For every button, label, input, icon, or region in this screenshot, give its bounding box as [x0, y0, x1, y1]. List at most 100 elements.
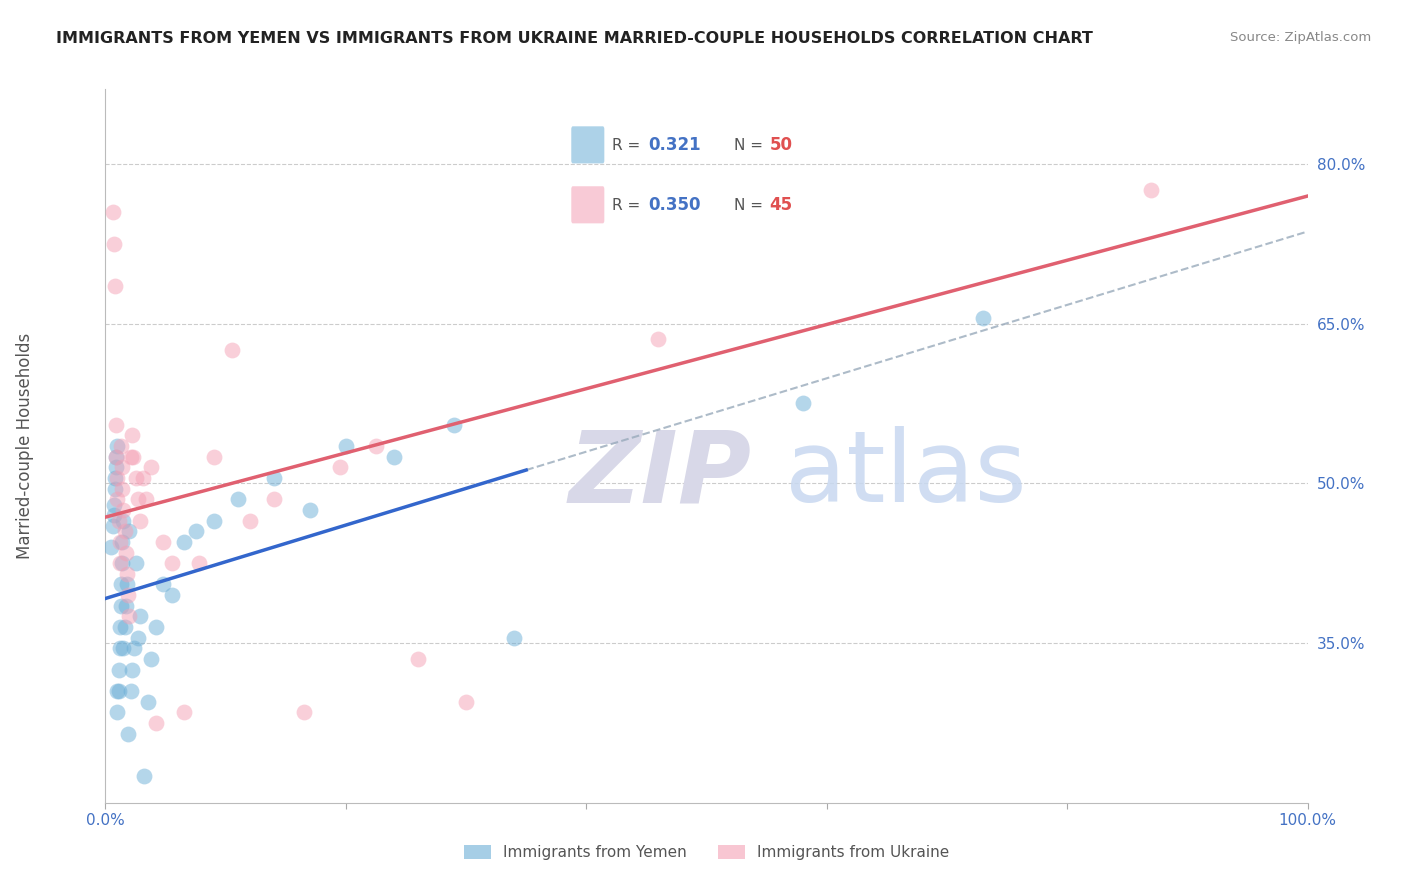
- Point: [503, 631, 526, 645]
- Point: [136, 695, 159, 709]
- Point: [107, 684, 129, 698]
- Point: [112, 514, 135, 528]
- Point: [115, 545, 138, 559]
- Point: [107, 514, 129, 528]
- Point: [108, 641, 131, 656]
- Text: ZIP: ZIP: [568, 426, 751, 523]
- Text: 50: 50: [769, 136, 793, 154]
- Point: [382, 450, 405, 464]
- Point: [103, 236, 125, 251]
- Text: N =: N =: [734, 198, 768, 212]
- Point: [103, 498, 125, 512]
- Point: [145, 620, 167, 634]
- Point: [406, 652, 429, 666]
- Point: [184, 524, 207, 539]
- Point: [105, 417, 128, 432]
- Text: 0.350: 0.350: [648, 196, 700, 214]
- Point: [111, 534, 134, 549]
- Point: [132, 471, 155, 485]
- Point: [108, 620, 131, 634]
- Text: Married-couple Households: Married-couple Households: [17, 333, 34, 559]
- Point: [101, 204, 124, 219]
- Point: [114, 620, 136, 634]
- Point: [221, 343, 243, 358]
- Point: [124, 556, 146, 570]
- Text: 0.321: 0.321: [648, 136, 700, 154]
- Point: [120, 450, 142, 464]
- Point: [118, 609, 141, 624]
- Point: [117, 588, 139, 602]
- Point: [263, 471, 285, 485]
- Point: [298, 503, 321, 517]
- Point: [110, 599, 132, 613]
- Point: [107, 663, 129, 677]
- Point: [443, 417, 465, 432]
- Point: [160, 588, 183, 602]
- Point: [239, 514, 262, 528]
- Point: [129, 514, 152, 528]
- Point: [364, 439, 387, 453]
- Point: [329, 460, 352, 475]
- Point: [792, 396, 814, 410]
- FancyBboxPatch shape: [571, 186, 605, 223]
- Point: [129, 609, 152, 624]
- Point: [121, 663, 143, 677]
- Text: R =: R =: [612, 137, 645, 153]
- Point: [202, 450, 225, 464]
- Point: [226, 492, 249, 507]
- Text: IMMIGRANTS FROM YEMEN VS IMMIGRANTS FROM UKRAINE MARRIED-COUPLE HOUSEHOLDS CORRE: IMMIGRANTS FROM YEMEN VS IMMIGRANTS FROM…: [56, 31, 1092, 46]
- Point: [120, 684, 142, 698]
- Point: [173, 534, 195, 549]
- Point: [101, 519, 124, 533]
- Point: [173, 706, 195, 720]
- Point: [108, 556, 131, 570]
- Point: [124, 641, 146, 656]
- Text: N =: N =: [734, 137, 768, 153]
- Point: [111, 482, 134, 496]
- Point: [110, 439, 132, 453]
- Text: Source: ZipAtlas.com: Source: ZipAtlas.com: [1230, 31, 1371, 45]
- Point: [139, 460, 162, 475]
- Point: [112, 503, 135, 517]
- Point: [107, 439, 129, 453]
- Point: [115, 566, 138, 581]
- Point: [121, 428, 143, 442]
- Point: [160, 556, 183, 570]
- Point: [103, 508, 125, 523]
- Point: [104, 279, 127, 293]
- Point: [105, 450, 128, 464]
- Text: R =: R =: [612, 198, 645, 212]
- Point: [112, 641, 135, 656]
- Point: [107, 706, 129, 720]
- Point: [139, 652, 162, 666]
- Point: [152, 534, 174, 549]
- Point: [118, 524, 141, 539]
- Point: [108, 534, 131, 549]
- Point: [1140, 183, 1163, 197]
- Point: [202, 514, 225, 528]
- FancyBboxPatch shape: [571, 127, 605, 163]
- Point: [335, 439, 357, 453]
- Point: [110, 577, 132, 591]
- Point: [152, 577, 174, 591]
- Point: [100, 540, 122, 554]
- Point: [107, 471, 129, 485]
- Point: [104, 482, 127, 496]
- Point: [454, 695, 477, 709]
- Point: [115, 599, 138, 613]
- Point: [105, 460, 128, 475]
- Point: [124, 471, 146, 485]
- Point: [115, 577, 138, 591]
- Point: [122, 450, 145, 464]
- Point: [647, 333, 669, 347]
- Point: [127, 492, 149, 507]
- Point: [263, 492, 285, 507]
- Point: [972, 311, 994, 326]
- Point: [107, 492, 129, 507]
- Point: [105, 450, 128, 464]
- Point: [111, 556, 134, 570]
- Point: [292, 706, 315, 720]
- Point: [188, 556, 211, 570]
- Point: [114, 524, 136, 539]
- Point: [1080, 66, 1102, 80]
